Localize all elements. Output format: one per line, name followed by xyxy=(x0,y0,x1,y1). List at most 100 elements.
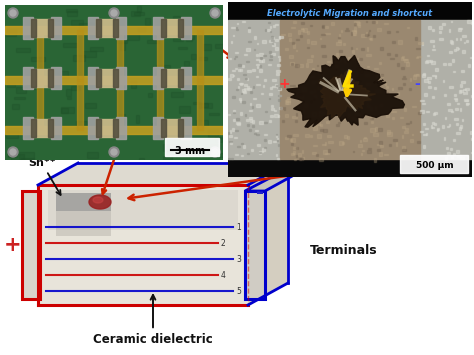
Bar xyxy=(233,75,234,76)
Bar xyxy=(386,114,389,117)
Bar xyxy=(228,136,232,137)
Bar xyxy=(420,20,472,159)
Bar xyxy=(273,141,276,142)
Bar xyxy=(384,154,389,155)
Bar xyxy=(270,87,272,89)
Bar xyxy=(280,106,283,109)
Bar xyxy=(247,88,251,91)
Bar xyxy=(231,27,235,28)
Bar xyxy=(374,158,376,162)
Text: +: + xyxy=(4,235,22,255)
Bar xyxy=(301,158,303,160)
Bar xyxy=(356,48,357,49)
Bar xyxy=(457,48,459,49)
Bar xyxy=(131,81,136,88)
Bar xyxy=(285,100,288,104)
Bar xyxy=(456,132,460,134)
Bar xyxy=(56,193,111,211)
Bar xyxy=(228,159,472,177)
Text: 1: 1 xyxy=(236,223,241,231)
Bar xyxy=(292,116,297,118)
Bar xyxy=(379,141,383,144)
Bar xyxy=(237,123,240,125)
Bar xyxy=(138,27,145,31)
Bar xyxy=(286,100,290,104)
Bar xyxy=(358,110,360,113)
Bar xyxy=(210,153,224,157)
Polygon shape xyxy=(93,197,103,203)
Bar xyxy=(5,126,223,134)
Bar xyxy=(307,59,311,62)
Bar xyxy=(400,155,468,173)
Bar xyxy=(252,106,253,108)
Bar xyxy=(444,137,446,140)
Bar xyxy=(250,103,251,105)
Bar xyxy=(416,74,418,75)
Bar xyxy=(153,117,163,139)
Bar xyxy=(61,107,74,113)
Bar xyxy=(289,38,292,41)
Bar xyxy=(251,149,253,151)
Bar xyxy=(364,137,366,138)
Bar xyxy=(291,27,295,28)
Bar xyxy=(24,36,28,39)
Bar xyxy=(259,151,263,152)
Bar xyxy=(246,48,249,51)
Bar xyxy=(137,6,141,12)
Bar xyxy=(367,104,370,107)
Text: 3 mm: 3 mm xyxy=(175,146,205,156)
Bar xyxy=(62,108,68,113)
Circle shape xyxy=(111,149,117,155)
Bar xyxy=(242,89,245,92)
Bar xyxy=(454,49,456,51)
Bar xyxy=(387,132,392,136)
Bar xyxy=(314,94,317,98)
Bar xyxy=(278,87,280,89)
Bar xyxy=(277,64,280,66)
Bar xyxy=(291,63,292,65)
Bar xyxy=(453,71,456,72)
Bar xyxy=(284,106,285,109)
Bar xyxy=(250,119,252,122)
Bar xyxy=(276,85,278,86)
Bar xyxy=(290,84,291,86)
Bar xyxy=(313,98,315,100)
Bar xyxy=(270,55,272,57)
Bar xyxy=(397,92,400,95)
Bar xyxy=(339,34,340,37)
Bar xyxy=(23,17,33,39)
Bar xyxy=(319,105,322,108)
Bar xyxy=(423,123,425,125)
Bar xyxy=(336,124,339,126)
Bar xyxy=(320,124,322,126)
Bar xyxy=(338,37,340,38)
Bar xyxy=(445,157,447,160)
Bar xyxy=(402,78,406,79)
Bar xyxy=(355,75,356,78)
Bar xyxy=(263,55,265,56)
Bar xyxy=(236,29,238,30)
Bar xyxy=(310,100,311,103)
Bar xyxy=(327,61,330,62)
Bar xyxy=(238,64,241,66)
Bar xyxy=(375,106,376,109)
Bar xyxy=(410,78,411,81)
Bar xyxy=(94,32,99,36)
Bar xyxy=(432,29,434,31)
Text: Sn + Sn-Pb
solder on board: Sn + Sn-Pb solder on board xyxy=(76,121,170,194)
Bar xyxy=(165,138,219,156)
Bar xyxy=(443,80,444,82)
Bar xyxy=(338,122,340,123)
Bar xyxy=(6,30,16,36)
Bar xyxy=(256,134,259,135)
Bar xyxy=(157,30,163,80)
Bar xyxy=(422,75,425,77)
Text: Ceramic dielectric: Ceramic dielectric xyxy=(93,295,213,346)
Bar xyxy=(161,19,166,37)
Bar xyxy=(193,102,200,104)
Bar xyxy=(455,108,458,110)
Bar xyxy=(117,40,128,43)
Bar xyxy=(432,122,434,124)
Bar xyxy=(161,119,183,137)
Bar xyxy=(342,142,344,144)
